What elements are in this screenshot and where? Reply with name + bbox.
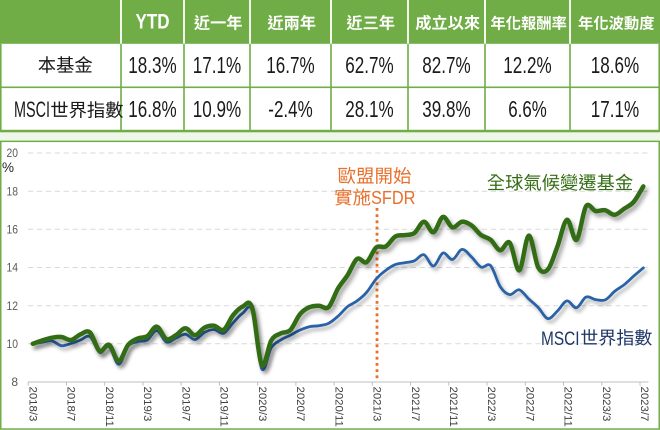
svg-text:18.6%: 18.6%: [591, 52, 639, 78]
svg-text:MSCI: MSCI: [541, 329, 580, 350]
svg-text:2021/11: 2021/11: [447, 387, 459, 427]
svg-text:18: 18: [7, 184, 19, 198]
svg-text:16: 16: [7, 223, 19, 237]
svg-text:20: 20: [7, 146, 19, 160]
svg-text:16.8%: 16.8%: [128, 96, 176, 122]
svg-text:14: 14: [7, 261, 19, 275]
svg-text:-2.4%: -2.4%: [268, 96, 312, 122]
svg-text:17.1%: 17.1%: [591, 96, 639, 122]
svg-text:18.3%: 18.3%: [128, 52, 176, 78]
svg-text:2019/7: 2019/7: [179, 387, 191, 422]
svg-text:2020/7: 2020/7: [294, 387, 306, 422]
svg-text:2019/11: 2019/11: [218, 387, 230, 427]
svg-text:2021/7: 2021/7: [409, 387, 421, 422]
svg-text:82.7%: 82.7%: [422, 52, 470, 78]
svg-text:16.7%: 16.7%: [266, 52, 314, 78]
svg-text:2018/3: 2018/3: [26, 387, 38, 422]
svg-text:2023/7: 2023/7: [638, 387, 650, 422]
svg-text:2022/11: 2022/11: [562, 387, 574, 427]
svg-text:17.1%: 17.1%: [193, 52, 241, 78]
svg-text:2022/7: 2022/7: [524, 387, 536, 422]
svg-text:6.6%: 6.6%: [508, 96, 547, 122]
svg-text:SFDR: SFDR: [371, 187, 416, 208]
svg-text:10.9%: 10.9%: [193, 96, 241, 122]
svg-text:8: 8: [11, 375, 18, 389]
svg-text:28.1%: 28.1%: [345, 96, 393, 122]
svg-text:12: 12: [7, 299, 19, 313]
svg-text:YTD: YTD: [136, 9, 170, 33]
svg-text:2021/3: 2021/3: [371, 387, 383, 422]
svg-text:%: %: [2, 160, 14, 175]
svg-text:2022/3: 2022/3: [485, 387, 497, 422]
svg-text:2018/7: 2018/7: [65, 387, 77, 422]
svg-text:12.2%: 12.2%: [503, 52, 551, 78]
svg-text:2020/11: 2020/11: [332, 387, 344, 427]
svg-text:2023/3: 2023/3: [600, 387, 612, 422]
svg-text:2018/11: 2018/11: [103, 387, 115, 427]
svg-text:MSCI: MSCI: [14, 97, 50, 122]
svg-text:2019/3: 2019/3: [141, 387, 153, 422]
svg-text:39.8%: 39.8%: [422, 96, 470, 122]
svg-text:62.7%: 62.7%: [345, 52, 393, 78]
svg-text:2020/3: 2020/3: [256, 387, 268, 422]
svg-text:10: 10: [7, 337, 19, 351]
